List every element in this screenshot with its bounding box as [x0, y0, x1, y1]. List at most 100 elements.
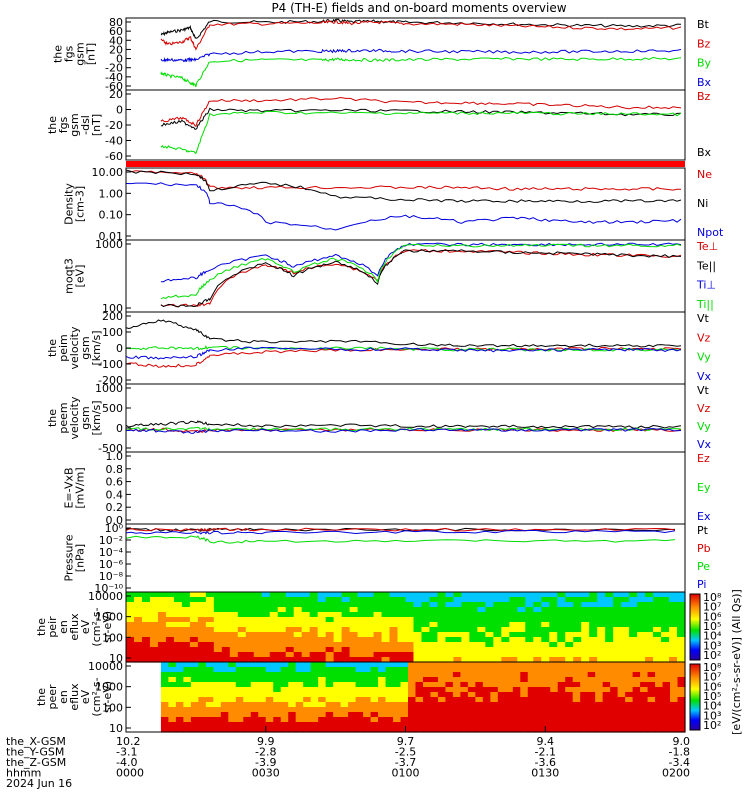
heatmap-cell	[557, 697, 566, 703]
heatmap-cell	[512, 707, 521, 713]
heatmap-cell	[632, 697, 641, 703]
heatmap-cell	[533, 657, 542, 663]
heatmap-cell	[318, 697, 327, 703]
heatmap-cell	[389, 642, 399, 648]
heatmap-cell	[261, 602, 271, 608]
heatmap-cell	[310, 692, 319, 698]
heatmap-cell	[277, 612, 287, 618]
heatmap-cell	[501, 642, 510, 648]
heatmap-cell	[237, 652, 247, 658]
heatmap-cell	[157, 617, 167, 623]
heatmap-cell	[497, 697, 506, 703]
heatmap-cell	[213, 712, 222, 718]
heatmap-cell	[527, 662, 536, 668]
heatmap-cell	[662, 727, 671, 733]
heatmap-cell	[640, 687, 649, 693]
heatmap-cell	[517, 637, 526, 643]
heatmap-cell	[301, 627, 311, 633]
heatmap-cell	[318, 662, 327, 668]
heatmap-cell	[535, 672, 544, 678]
heatmap-cell	[533, 622, 542, 628]
heatmap-cell	[126, 612, 135, 618]
heatmap-cell	[445, 627, 455, 633]
heatmap-cell	[157, 602, 167, 608]
heatmap-cell	[605, 622, 614, 628]
heatmap-cell	[415, 692, 424, 698]
heatmap-cell	[318, 702, 327, 708]
heatmap-cell	[565, 712, 574, 718]
heatmap-cell	[557, 612, 566, 618]
footer-row-label: the_Y-GSM	[6, 746, 64, 759]
heatmap-cell	[670, 712, 679, 718]
heatmap-cell	[461, 647, 470, 653]
heatmap-cell	[525, 652, 534, 658]
heatmap-cell	[589, 622, 598, 628]
heatmap-cell	[453, 627, 462, 633]
heatmap-cell	[573, 617, 582, 623]
heatmap-cell	[621, 647, 630, 653]
heatmap-cell	[557, 617, 566, 623]
spectrogram-peir-spec	[126, 592, 686, 663]
heatmap-cell	[580, 702, 589, 708]
heatmap-cell	[133, 637, 143, 643]
heatmap-cell	[310, 702, 319, 708]
heatmap-cell	[413, 627, 423, 633]
heatmap-cell	[385, 662, 394, 668]
heatmap-cell	[509, 612, 518, 618]
panel-frame	[125, 89, 686, 161]
heatmap-cell	[469, 632, 478, 638]
heatmap-cell	[477, 592, 486, 598]
heatmap-cell	[149, 652, 159, 658]
heatmap-cell	[250, 677, 259, 683]
heatmap-cell	[581, 627, 590, 633]
heatmap-cell	[405, 612, 415, 618]
heatmap-cell	[253, 632, 263, 638]
heatmap-cell	[285, 602, 295, 608]
heatmap-cell	[190, 727, 199, 733]
heatmap-cell	[126, 637, 135, 643]
heatmap-cell	[303, 682, 312, 688]
heatmap-cell	[485, 627, 494, 633]
heatmap-cell	[173, 637, 183, 643]
heatmap-cell	[617, 712, 626, 718]
heatmap-cell	[557, 707, 566, 713]
heatmap-cell	[243, 672, 252, 678]
heatmap-cell	[422, 672, 432, 678]
heatmap-cell	[580, 722, 589, 728]
heatmap-cell	[160, 712, 170, 718]
heatmap-cell	[273, 697, 282, 703]
heatmap-cell	[602, 662, 611, 668]
heatmap-cell	[370, 667, 379, 673]
heatmap-cell	[617, 692, 626, 698]
ytick-label: 10000	[88, 660, 123, 673]
heatmap-cell	[645, 592, 654, 598]
heatmap-cell	[340, 697, 349, 703]
heatmap-cell	[273, 677, 282, 683]
heatmap-cell	[653, 637, 662, 643]
heatmap-cell	[303, 662, 312, 668]
heatmap-cell	[237, 617, 247, 623]
heatmap-cell	[245, 597, 255, 603]
heatmap-cell	[550, 662, 559, 668]
heatmap-cell	[245, 627, 255, 633]
heatmap-cell	[581, 637, 590, 643]
heatmap-cell	[389, 617, 399, 623]
heatmap-cell	[595, 677, 604, 683]
heatmap-cell	[318, 677, 327, 683]
heatmap-cell	[421, 637, 431, 643]
heatmap-cell	[557, 607, 566, 613]
heatmap-cell	[525, 627, 534, 633]
heatmap-cell	[477, 632, 486, 638]
heatmap-cell	[221, 607, 231, 613]
heatmap-cell	[317, 602, 327, 608]
heatmap-cell	[378, 717, 387, 723]
heatmap-cell	[301, 597, 311, 603]
heatmap-cell	[370, 717, 379, 723]
heatmap-cell	[293, 622, 303, 628]
heatmap-cell	[469, 652, 478, 658]
heatmap-cell	[621, 617, 630, 623]
heatmap-cell	[213, 677, 222, 683]
heatmap-cell	[141, 637, 151, 643]
heatmap-cell	[541, 617, 550, 623]
heatmap-cell	[220, 677, 229, 683]
